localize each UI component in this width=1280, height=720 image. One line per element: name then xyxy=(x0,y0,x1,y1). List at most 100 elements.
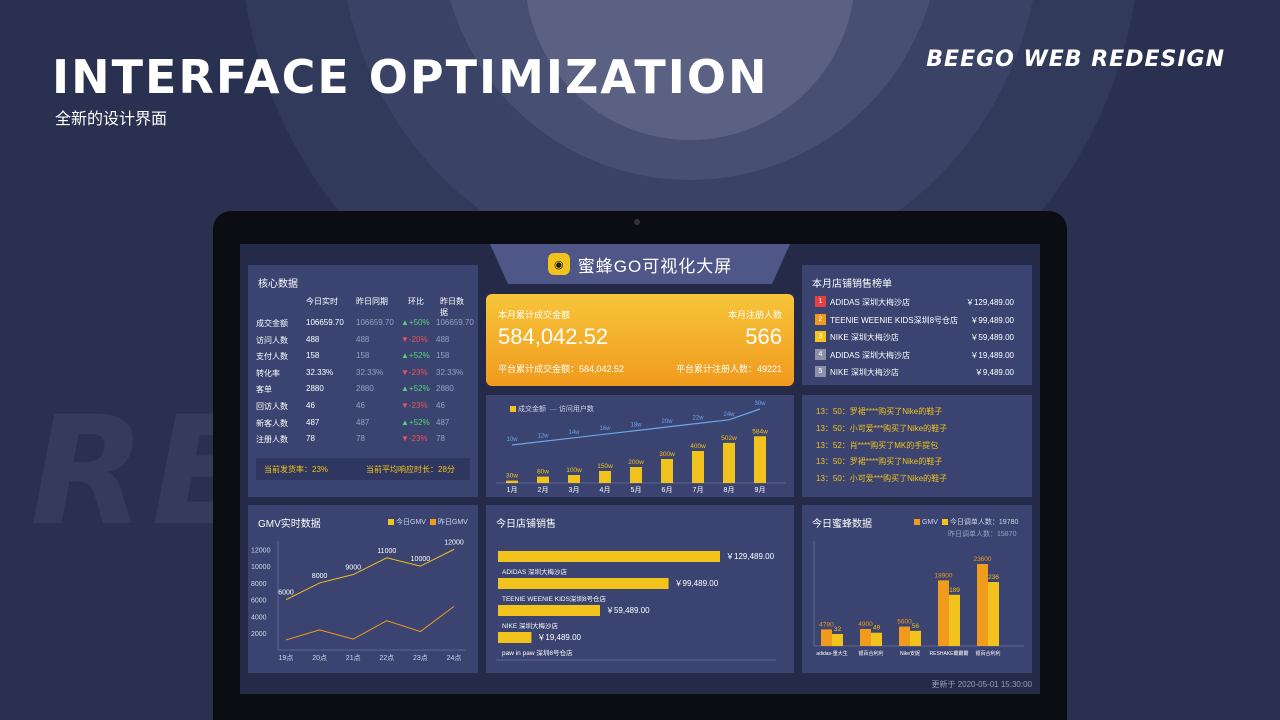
legend-orders-label: 今日调单人数：19780 xyxy=(949,519,1019,526)
legend-line-label: 访问用户数 xyxy=(558,406,594,413)
monthly-x-tick: 4月 xyxy=(600,486,611,494)
core-table-row: 新客人数 487 487 ▲+52% 487 xyxy=(256,418,470,434)
monthly-bar xyxy=(661,459,673,483)
bee-orders-label: 236 xyxy=(988,574,999,581)
store-sales-category: TEENIE WEENIE KIDS深圳8号仓店 xyxy=(502,594,607,603)
core-row-today: 106659.70 xyxy=(306,318,344,327)
core-row-yesterday: 46 xyxy=(436,401,445,410)
ranking-row: 2 TEENIE WEENIE KIDS深圳8号仓店 ￥99,489.00 xyxy=(812,312,1022,328)
core-header-today: 今日实时 xyxy=(306,297,338,306)
rank-store-value: ￥129,489.00 xyxy=(965,298,1014,307)
core-row-ratio: ▲+50% xyxy=(401,318,430,327)
core-row-last: 106659.70 xyxy=(356,318,394,327)
ranking-row: 1 ADIDAS 深圳大梅沙店 ￥129,489.00 xyxy=(812,294,1022,310)
ranking-row: 3 NIKE 深圳大梅沙店 ￥59,489.00 xyxy=(812,329,1022,345)
bee-x-tick: 银百合利利 xyxy=(858,650,883,657)
core-row-today: 46 xyxy=(306,401,315,410)
gmv-title: GMV实时数据 xyxy=(258,519,321,530)
core-row-yesterday: 78 xyxy=(436,434,445,444)
monthly-line-label: 10w xyxy=(506,437,518,443)
rank-store-value: ￥19,489.00 xyxy=(970,350,1014,360)
monthly-bar xyxy=(723,442,735,483)
monthly-x-tick: 8月 xyxy=(724,486,735,494)
store-sales-bar xyxy=(498,578,669,589)
dashboard-screen: 核心数据 今日实时 昨日同期 环比 昨日数据 成交金额 106659.70 1066… xyxy=(240,244,1040,694)
core-header-ratio: 环比 xyxy=(408,297,424,306)
store-sales-value: ￥59,489.00 xyxy=(606,606,650,615)
legend-yesterday-label: 昨日GMV xyxy=(437,519,468,526)
platform-total-amount: 平台累计成交金额：584,042.52 xyxy=(498,364,625,374)
core-row-ratio: ▼-20% xyxy=(401,334,428,344)
store-ranking-panel: 本月店铺销售榜单 1 ADIDAS 深圳大梅沙店 ￥129,489.00 2 TEENI… xyxy=(802,265,1032,385)
monthly-bar xyxy=(630,467,642,483)
monthly-bar-label: 400w xyxy=(690,443,706,450)
bee-gmv-bar xyxy=(977,564,988,646)
core-row-label: 成交金额 xyxy=(256,319,288,328)
rank-store-name: NIKE 深圳大梅沙店 xyxy=(830,368,899,378)
laptop-frame: 核心数据 今日实时 昨日同期 环比 昨日数据 成交金额 106659.70 1066… xyxy=(213,211,1067,720)
monthly-line-label: 20w xyxy=(661,419,673,425)
gmv-panel: GMV实时数据 今日GMV 昨日GMV 12000 10000 8000 6000 40… xyxy=(248,505,478,673)
monthly-line-label: 24w xyxy=(723,412,735,418)
update-time: 更新于 2020-05-01 15:30:00 xyxy=(931,680,1032,689)
legend-today-label: 今日GMV xyxy=(396,519,426,526)
store-sales-value: ￥19,489.00 xyxy=(537,633,581,642)
legend-bar-swatch xyxy=(510,406,516,413)
gmv-y-tick: 2000 xyxy=(251,631,267,638)
monthly-x-tick: 1月 xyxy=(507,486,518,494)
monthly-summary-card: 本月累计成交金额 584,042.52 本月注册人数 566 平台累计成交金额：… xyxy=(486,294,794,386)
bee-gmv-label: 23600 xyxy=(973,556,991,563)
gmv-y-tick: 6000 xyxy=(251,598,267,605)
bee-orders-label: 32 xyxy=(834,626,842,633)
core-row-today: 78 xyxy=(306,434,315,444)
monthly-x-tick: 2月 xyxy=(538,486,549,494)
feed-item: 13：50：小可爱***购买了Nike的鞋子 xyxy=(816,474,948,484)
core-row-last: 2880 xyxy=(356,384,374,394)
core-row-label: 转化率 xyxy=(256,368,280,378)
core-table-row: 支付人数 158 158 ▲+52% 158 xyxy=(256,351,470,367)
gmv-series-line xyxy=(285,605,455,641)
rank-store-name: TEENIE WEENIE KIDS深圳8号仓店 xyxy=(830,315,959,325)
camera-icon xyxy=(634,219,640,225)
bee-logo-icon: ◉ xyxy=(547,253,570,275)
page-title: INTERFACE OPTIMIZATION xyxy=(52,50,769,104)
core-table-row: 客单 2880 2880 ▲+52% 2880 xyxy=(256,384,470,400)
bee-gmv-label: 18900 xyxy=(934,572,952,579)
legend-line-swatch: — xyxy=(549,406,557,413)
monthly-bar-label: 80w xyxy=(537,469,549,476)
yesterday-orders: 昨日调单人数：15870 xyxy=(948,531,1017,538)
monthly-bar xyxy=(537,476,549,483)
gmv-point-label: 11000 xyxy=(377,548,396,555)
core-row-label: 注册人数 xyxy=(256,435,288,445)
core-row-ratio: ▲+52% xyxy=(401,351,430,361)
bee-gmv-bar xyxy=(899,626,910,646)
core-row-today: 488 xyxy=(306,334,320,344)
monthly-line-label: 16w xyxy=(599,426,611,432)
bee-x-tick: 银百合利利 xyxy=(975,650,1000,657)
core-table-row: 成交金额 106659.70 106659.70 ▲+50% 106659.70 xyxy=(256,318,474,334)
store-sales-panel: 今日店铺销售 ￥129,489.00 ￥99,489.00 ￥59,489.00 ￥1… xyxy=(486,505,794,673)
purchase-feed-panel: 13：50：罗裙****购买了Nike的鞋子 13：50：小可爱***购买了Nik… xyxy=(802,395,1032,497)
feed-item: 13：50：罗裙****购买了Nike的鞋子 xyxy=(816,457,943,467)
core-table-row: 回访人数 46 46 ▼-23% 46 xyxy=(256,401,470,417)
gmv-point-label: 6000 xyxy=(278,590,294,597)
monthly-bar xyxy=(692,451,704,483)
store-ranking-title: 本月店铺销售榜单 xyxy=(812,279,892,290)
registration-value: 566 xyxy=(745,324,782,349)
rank-badge: 2 xyxy=(815,313,826,325)
monthly-bar-label: 300w xyxy=(659,451,675,458)
bee-gmv-bar xyxy=(821,629,832,646)
bee-orders-label: 49 xyxy=(873,625,881,632)
bee-gmv-bar xyxy=(938,580,949,646)
core-row-label: 访问人数 xyxy=(256,335,288,345)
core-row-last: 46 xyxy=(356,401,365,410)
monthly-legend: 成交金额 — 访问用户数 xyxy=(510,404,594,414)
core-row-ratio: ▲+52% xyxy=(401,417,430,427)
monthly-line-label: 14w xyxy=(568,430,580,436)
store-sales-bar xyxy=(498,605,600,616)
ranking-row: 5 NIKE 深圳大梅沙店 ￥9,489.00 xyxy=(812,364,1022,380)
monthly-line-label: 30w xyxy=(754,401,766,407)
monthly-x-tick: 6月 xyxy=(662,486,673,494)
core-row-yesterday: 488 xyxy=(436,334,450,344)
